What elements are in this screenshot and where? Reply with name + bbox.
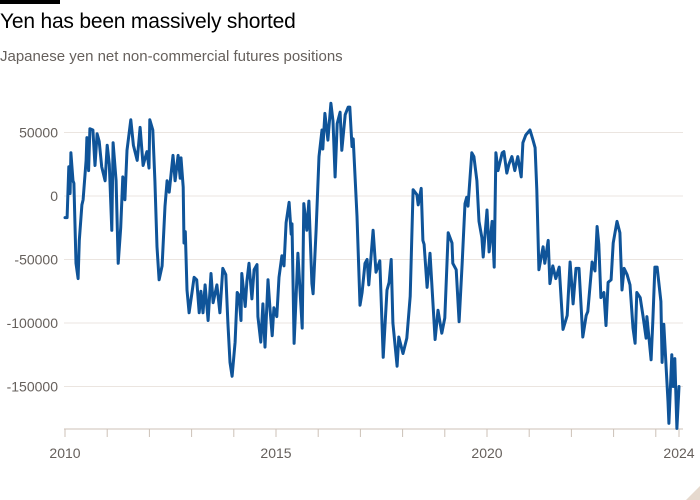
x-tick-label: 2020 (471, 445, 502, 461)
y-tick-label: 50000 (19, 125, 58, 141)
y-tick-label: -50000 (14, 252, 58, 268)
series-line-yen-positions (63, 101, 681, 430)
x-tick-label: 2010 (49, 445, 80, 461)
y-tick-label: -150000 (7, 379, 59, 395)
series-layer (63, 101, 681, 430)
y-tick-label: -100000 (7, 315, 59, 331)
gridlines (64, 132, 683, 387)
y-tick-label: 0 (50, 188, 58, 204)
y-axis: 50000 0 -50000 -100000 -150000 (7, 125, 59, 395)
chart-subtitle: Japanese yen net non-commercial futures … (0, 48, 343, 65)
x-axis: 2010 2015 2020 2024 (49, 428, 695, 461)
brand-bar (0, 0, 60, 4)
corner-decoration (686, 486, 700, 500)
chart-title: Yen has been massively shorted (0, 10, 296, 33)
x-tick-label: 2024 (663, 445, 694, 461)
x-tick-label: 2015 (260, 445, 291, 461)
